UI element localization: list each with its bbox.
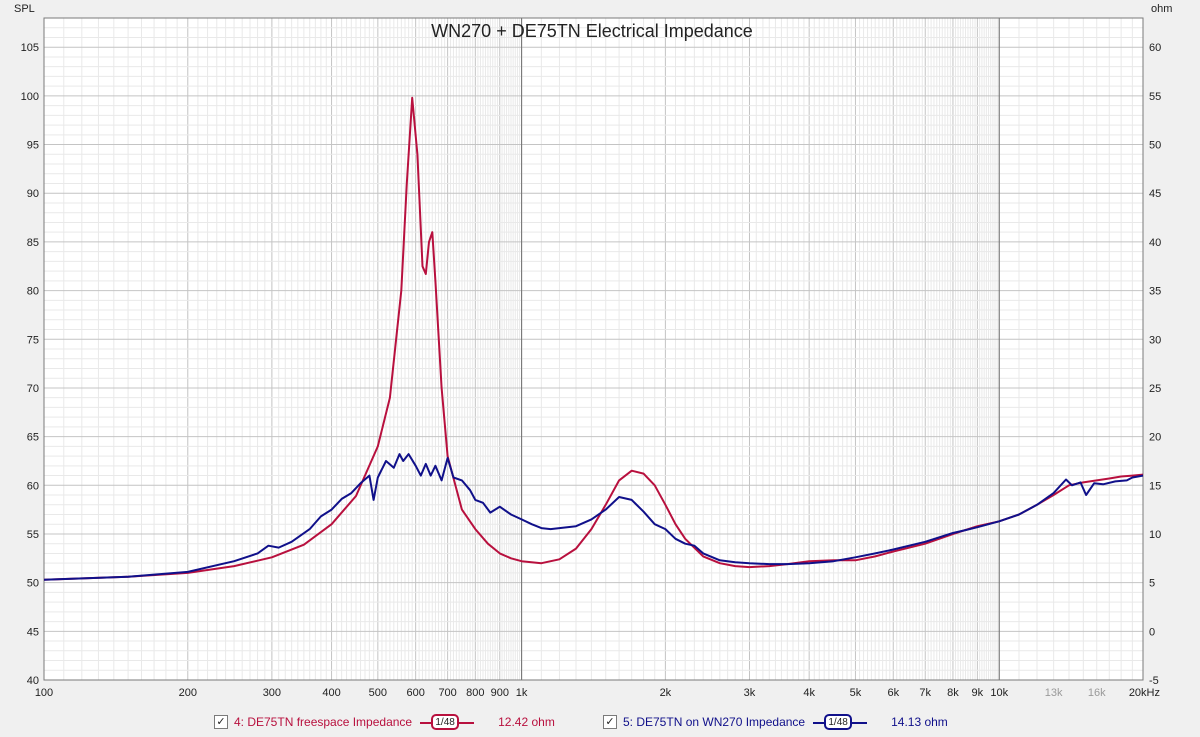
y-left-tick-label: 105 <box>21 42 39 54</box>
y-left-tick-label: 45 <box>27 626 39 638</box>
plot-border <box>43 17 1144 681</box>
y-right-tick-label: 25 <box>1149 383 1161 395</box>
x-tick-label: 800 <box>466 687 484 699</box>
x-tick-label: 7k <box>919 687 931 699</box>
x-tick-label: 6k <box>887 687 899 699</box>
y-left-tick-label: 65 <box>27 432 39 444</box>
right-axis-label: ohm <box>1151 3 1172 15</box>
y-left-tick-label: 85 <box>27 237 39 249</box>
left-axis-label: SPL <box>14 3 35 15</box>
x-tick-label: 3k <box>744 687 756 699</box>
x-tick-label: 900 <box>491 687 509 699</box>
y-left-tick-label: 90 <box>27 188 39 200</box>
legend-item-1: ✓ 4: DE75TN freespace Impedance 1/48 12.… <box>214 711 555 733</box>
series-1-label: 4: DE75TN freespace Impedance <box>234 715 413 729</box>
y-right-tick-label: 45 <box>1149 188 1161 200</box>
x-tick-label: 600 <box>406 687 424 699</box>
y-right-tick-label: 0 <box>1149 626 1155 638</box>
series-1-checkbox[interactable]: ✓ <box>214 715 228 729</box>
y-left-tick-label: 75 <box>27 334 39 346</box>
y-right-tick-label: 50 <box>1149 140 1161 152</box>
x-tick-label: 1k <box>516 687 528 699</box>
series-1-smoothing-button[interactable]: 1/48 <box>420 713 475 731</box>
y-right-tick-label: 55 <box>1149 91 1161 103</box>
x-tick-label: 5k <box>850 687 862 699</box>
y-right-tick-label: 60 <box>1149 42 1161 54</box>
series-2-value: 14.13 ohm <box>891 715 948 729</box>
chart-title: WN270 + DE75TN Electrical Impedance <box>431 21 753 41</box>
y-left-tick-label: 60 <box>27 480 39 492</box>
y-right-tick-label: 30 <box>1149 334 1161 346</box>
x-tick-label: 4k <box>803 687 815 699</box>
series-line-2 <box>44 453 1143 581</box>
y-right-tick-label: 10 <box>1149 529 1161 541</box>
x-tick-label: 8k <box>947 687 959 699</box>
series-1-smoothing-label: 1/48 <box>431 714 460 730</box>
y-right-tick-label: 35 <box>1149 286 1161 298</box>
series-2-checkbox[interactable]: ✓ <box>603 715 617 729</box>
y-left-tick-label: 100 <box>21 91 39 103</box>
x-tick-label: 13k <box>1045 687 1063 699</box>
y-left-tick-label: 80 <box>27 286 39 298</box>
y-right-tick-label: 15 <box>1149 480 1161 492</box>
x-tick-label: 9k <box>972 687 984 699</box>
x-tick-label: 10k <box>990 687 1008 699</box>
series-2-smoothing-button[interactable]: 1/48 <box>813 713 868 731</box>
x-tick-label: 200 <box>179 687 197 699</box>
x-tick-label: 400 <box>322 687 340 699</box>
series-lines <box>44 96 1143 581</box>
y-left-tick-label: 50 <box>27 578 39 590</box>
series-2-label: 5: DE75TN on WN270 Impedance <box>623 715 806 729</box>
series-1-value: 12.42 ohm <box>498 715 555 729</box>
grid <box>43 17 1144 681</box>
y-left-tick-label: 70 <box>27 383 39 395</box>
x-tick-label: 16k <box>1088 687 1106 699</box>
y-left-tick-label: 95 <box>27 140 39 152</box>
x-tick-label: 300 <box>263 687 281 699</box>
y-left-tick-label: 40 <box>27 675 39 687</box>
x-tick-label: 20kHz <box>1129 687 1160 699</box>
x-tick-label: 700 <box>438 687 456 699</box>
y-right-tick-label: 40 <box>1149 237 1161 249</box>
y-right-tick-label: -5 <box>1149 675 1159 687</box>
x-tick-label: 500 <box>369 687 387 699</box>
y-left-tick-label: 55 <box>27 529 39 541</box>
x-tick-label: 2k <box>660 687 672 699</box>
x-tick-label: 100 <box>35 687 53 699</box>
axes: 40 45 50 55 60 65 70 75 80 85 90 95 100 105 -5 0 5 10 15 20… <box>21 42 1162 699</box>
y-right-tick-label: 5 <box>1149 578 1155 590</box>
legend-item-2: ✓ 5: DE75TN on WN270 Impedance 1/48 14.1… <box>603 711 948 733</box>
y-right-tick-label: 20 <box>1149 432 1161 444</box>
series-2-smoothing-label: 1/48 <box>824 714 853 730</box>
